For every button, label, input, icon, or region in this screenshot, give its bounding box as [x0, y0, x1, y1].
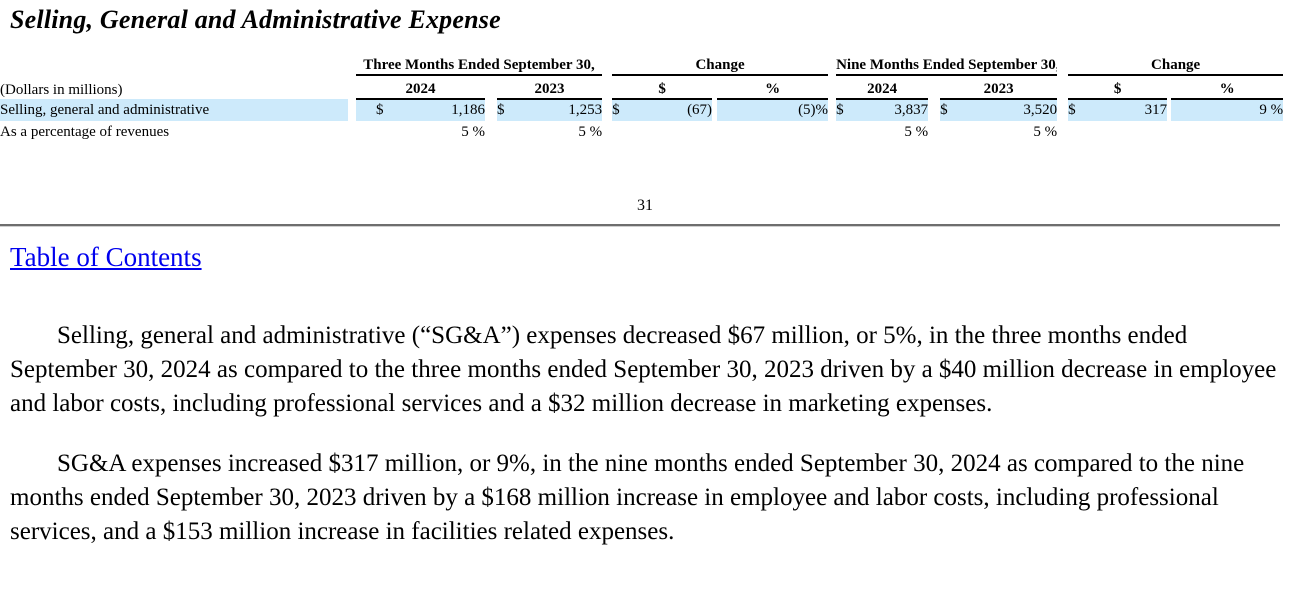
- value-ytd2023-pct: 5 %: [1033, 123, 1058, 140]
- row-label-sga: Selling, general and administrative: [0, 99, 348, 121]
- group-header-nine-months: Nine Months Ended September 30,: [836, 56, 1058, 76]
- empty-cell: [638, 121, 712, 143]
- body-paragraph-three-months: Selling, general and administrative (“SG…: [10, 322, 1277, 417]
- empty-cell: [612, 121, 638, 143]
- currency-symbol: $: [1068, 99, 1095, 121]
- empty-cell: [940, 121, 966, 143]
- page-number: 31: [637, 197, 653, 214]
- empty-cell: [717, 121, 828, 143]
- currency-symbol: $: [612, 99, 639, 121]
- currency-symbol: $: [497, 99, 523, 121]
- spacer: [928, 75, 940, 99]
- value-ytd2024: 3,837: [862, 99, 929, 121]
- empty-cell: [1171, 121, 1283, 143]
- col-header-q-change-pct: %: [717, 75, 829, 100]
- spacer: [828, 56, 836, 75]
- spacer: [1057, 99, 1068, 121]
- spacer: [602, 56, 612, 75]
- col-header-ytd-2023: 2023: [940, 75, 1058, 100]
- spacer: [828, 75, 836, 99]
- spacer: [602, 99, 612, 121]
- spacer: [348, 56, 356, 75]
- body-paragraph-nine-months: SG&A expenses increased $317 million, or…: [10, 450, 1245, 545]
- value-q-change-dollar: (67): [638, 99, 713, 121]
- col-header-q-change-dollar: $: [612, 75, 713, 100]
- value-q2024: 1,186: [386, 99, 485, 121]
- group-header-change-ytd: Change: [1068, 56, 1284, 76]
- col-header-ytd-2024: 2024: [836, 75, 929, 100]
- empty-cell: [836, 121, 862, 143]
- table-of-contents-link[interactable]: Table of Contents: [10, 242, 202, 272]
- currency-symbol: $: [356, 99, 386, 121]
- spacer: [602, 121, 612, 143]
- group-header-change-q: Change: [612, 56, 829, 76]
- value-q2024-pct: 5 %: [461, 123, 485, 140]
- group-header-three-months: Three Months Ended September 30,: [356, 56, 603, 76]
- page-title: Selling, General and Administrative Expe…: [10, 5, 501, 34]
- spacer: [828, 99, 836, 121]
- spacer: [348, 75, 356, 99]
- empty-cell: [497, 121, 523, 143]
- spacer: [485, 121, 497, 143]
- spacer: [485, 99, 497, 121]
- page-divider: [0, 224, 1280, 227]
- col-header-ytd-change-dollar: $: [1068, 75, 1168, 100]
- empty-cell: [0, 56, 348, 75]
- value-ytd2023: 3,520: [966, 99, 1058, 121]
- value-q-change-pct: (5)%: [717, 99, 829, 121]
- value-q2023-pct: 5 %: [578, 123, 603, 140]
- table-group-header-row: Three Months Ended September 30, Change …: [0, 56, 1284, 76]
- sga-expense-table: Three Months Ended September 30, Change …: [0, 56, 1284, 143]
- value-ytd2024-pct: 5 %: [904, 123, 929, 140]
- empty-cell: [1094, 121, 1167, 143]
- spacer: [485, 75, 497, 99]
- empty-cell: [1068, 121, 1094, 143]
- spacer: [1057, 56, 1068, 75]
- spacer: [1057, 75, 1068, 99]
- spacer: [348, 121, 356, 143]
- units-label: (Dollars in millions): [0, 82, 123, 98]
- spacer: [348, 99, 356, 121]
- col-header-ytd-change-pct: %: [1171, 75, 1284, 100]
- value-q2023: 1,253: [523, 99, 603, 121]
- col-header-q-2023: 2023: [497, 75, 603, 100]
- col-header-q-2024: 2024: [356, 75, 485, 100]
- empty-cell: [356, 121, 386, 143]
- currency-symbol: $: [940, 99, 967, 121]
- currency-symbol: $: [836, 99, 863, 121]
- table-row-pct-revenues: As a percentage of revenues 5 % 5 % 5 % …: [0, 121, 1283, 143]
- spacer: [1057, 121, 1068, 143]
- value-ytd-change-dollar: 317: [1094, 99, 1168, 121]
- row-label-pct-revenues: As a percentage of revenues: [0, 123, 170, 140]
- spacer: [928, 99, 940, 121]
- spacer: [602, 75, 612, 99]
- table-row-sga: Selling, general and administrative $ 1,…: [0, 99, 1284, 121]
- table-sub-header-row: (Dollars in millions) 2024 2023 $ % 2024…: [0, 75, 1284, 100]
- spacer: [928, 121, 940, 143]
- value-ytd-change-pct: 9 %: [1171, 99, 1284, 121]
- spacer: [828, 121, 836, 143]
